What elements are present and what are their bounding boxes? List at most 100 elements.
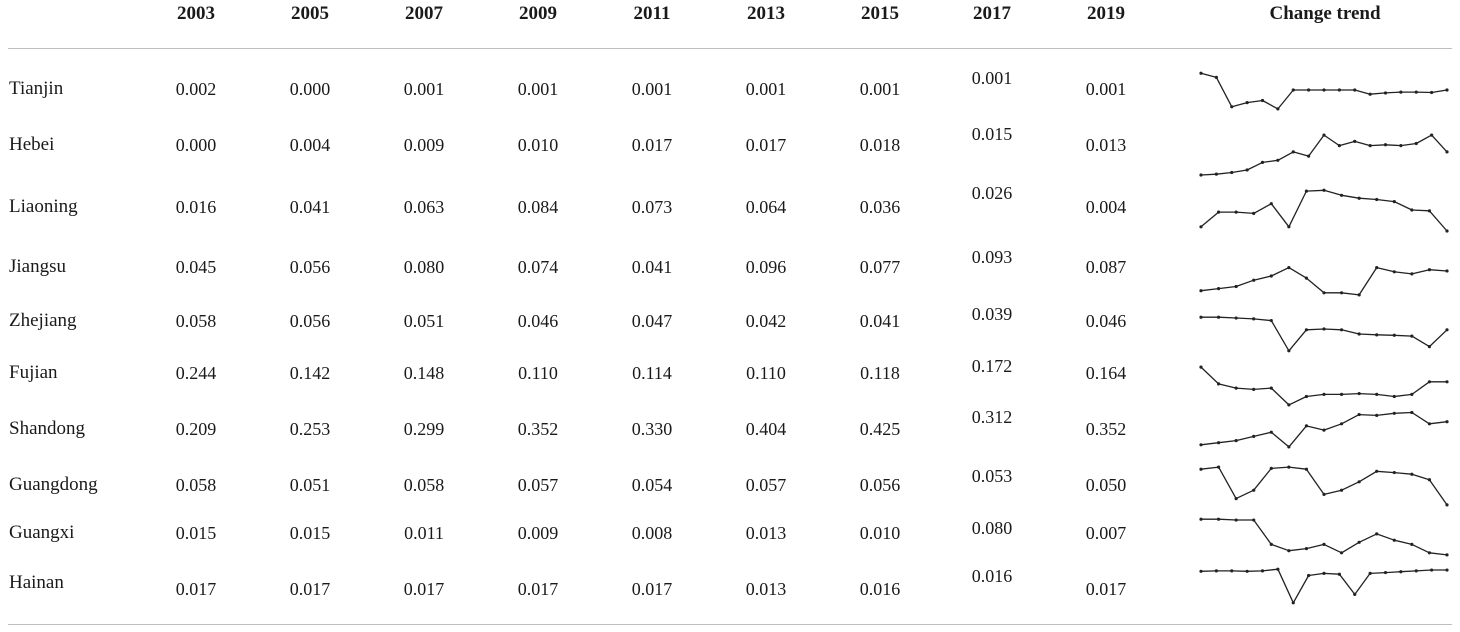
table-cell: 0.001 — [971, 68, 1013, 88]
table-cell: 0.045 — [175, 257, 217, 277]
trend-point — [1353, 139, 1357, 143]
trend-point — [1337, 144, 1341, 148]
trend-point — [1322, 492, 1326, 496]
trend-point — [1375, 333, 1379, 337]
trend-point — [1245, 569, 1249, 573]
table-cell: 0.016 — [971, 566, 1013, 586]
table-cell: 0.087 — [1085, 257, 1127, 277]
table-cell: 0.425 — [859, 419, 901, 439]
table-cell: 0.007 — [1085, 523, 1127, 543]
header-2013: 2013 — [747, 3, 785, 24]
trend-point — [1445, 150, 1449, 154]
trend-point — [1230, 170, 1234, 175]
trend-point — [1199, 225, 1203, 229]
table-cell: 0.017 — [403, 579, 445, 599]
trend-point — [1357, 332, 1361, 336]
trend-point — [1234, 210, 1238, 214]
table-cell: 0.058 — [175, 475, 217, 495]
trend-point — [1353, 592, 1357, 596]
trend-point — [1392, 270, 1396, 274]
table-cell: 0.050 — [1085, 475, 1127, 495]
table-cell: 0.057 — [745, 475, 787, 495]
trend-point — [1307, 573, 1311, 578]
trend-point — [1410, 410, 1414, 415]
trend-point — [1216, 382, 1221, 386]
trend-sparkline-hebei — [1199, 133, 1449, 177]
trend-point — [1392, 470, 1396, 475]
table-cell: 0.330 — [631, 419, 673, 439]
table-cell: 0.046 — [517, 311, 559, 331]
trend-point — [1245, 168, 1249, 172]
trend-point — [1375, 532, 1379, 536]
trend-point — [1430, 568, 1434, 572]
table-cell: 0.041 — [859, 311, 901, 331]
table-cell: 0.058 — [175, 311, 217, 331]
row-label-guangxi: Guangxi — [9, 522, 75, 543]
trend-point — [1410, 472, 1414, 476]
trend-point — [1287, 266, 1291, 270]
trend-point — [1276, 567, 1280, 571]
header-2017: 2017 — [973, 3, 1011, 24]
table-cell: 0.013 — [1085, 135, 1127, 155]
trend-point — [1410, 334, 1414, 338]
trend-point — [1427, 268, 1432, 272]
trend-point — [1287, 225, 1291, 229]
table-cell: 0.058 — [403, 475, 445, 495]
trend-sparkline-hainan — [1199, 567, 1449, 605]
trend-point — [1445, 229, 1449, 233]
table-cell: 0.093 — [971, 247, 1013, 267]
trend-point — [1375, 197, 1379, 202]
trend-point — [1216, 465, 1221, 469]
trend-point — [1269, 430, 1273, 434]
table-cell: 0.016 — [175, 197, 217, 217]
trend-point — [1445, 553, 1449, 557]
trend-point — [1375, 392, 1379, 396]
trend-point — [1216, 287, 1221, 291]
trend-point — [1252, 387, 1256, 391]
trend-point — [1375, 266, 1379, 270]
table-cell: 0.010 — [859, 523, 901, 543]
trend-line — [1200, 134, 1448, 176]
trend-point — [1287, 465, 1291, 469]
table-cell: 0.041 — [631, 257, 673, 277]
trend-point — [1368, 571, 1372, 575]
trend-point — [1269, 386, 1273, 390]
table-cell: 0.026 — [971, 183, 1013, 203]
trend-point — [1276, 107, 1280, 111]
trend-point — [1383, 570, 1388, 575]
row-label-hebei: Hebei — [9, 134, 55, 155]
trend-point — [1322, 88, 1326, 92]
table-cell: 0.051 — [403, 311, 445, 331]
trend-point — [1252, 518, 1256, 522]
trend-point — [1427, 345, 1432, 349]
trend-point — [1269, 542, 1273, 546]
trend-point — [1322, 327, 1326, 331]
trend-point — [1307, 154, 1311, 158]
trend-point — [1199, 71, 1203, 75]
trend-point — [1427, 551, 1432, 555]
row-label-zhejiang: Zhejiang — [9, 310, 77, 331]
trend-point — [1427, 422, 1432, 426]
trend-point — [1322, 571, 1326, 575]
trend-point — [1445, 380, 1449, 384]
table-cell: 0.000 — [289, 79, 331, 99]
table-cell: 0.056 — [289, 311, 331, 331]
trend-point — [1234, 316, 1238, 320]
row-label-hainan: Hainan — [9, 572, 64, 593]
trend-point — [1214, 569, 1218, 573]
trend-line — [1200, 466, 1448, 506]
trend-point — [1392, 200, 1396, 204]
trend-point — [1410, 208, 1414, 212]
trend-sparkline-liaoning — [1199, 188, 1449, 233]
trend-point — [1260, 160, 1265, 164]
trend-point — [1234, 284, 1238, 289]
trend-point — [1392, 538, 1396, 542]
table-cell: 0.017 — [631, 579, 673, 599]
row-label-tianjin: Tianjin — [9, 78, 64, 99]
trend-point — [1383, 143, 1388, 147]
trend-point — [1427, 380, 1432, 384]
table-cell: 0.054 — [631, 475, 673, 495]
trend-line — [1200, 366, 1447, 406]
table-cell: 0.148 — [403, 363, 445, 383]
table-cell: 0.053 — [971, 466, 1013, 486]
